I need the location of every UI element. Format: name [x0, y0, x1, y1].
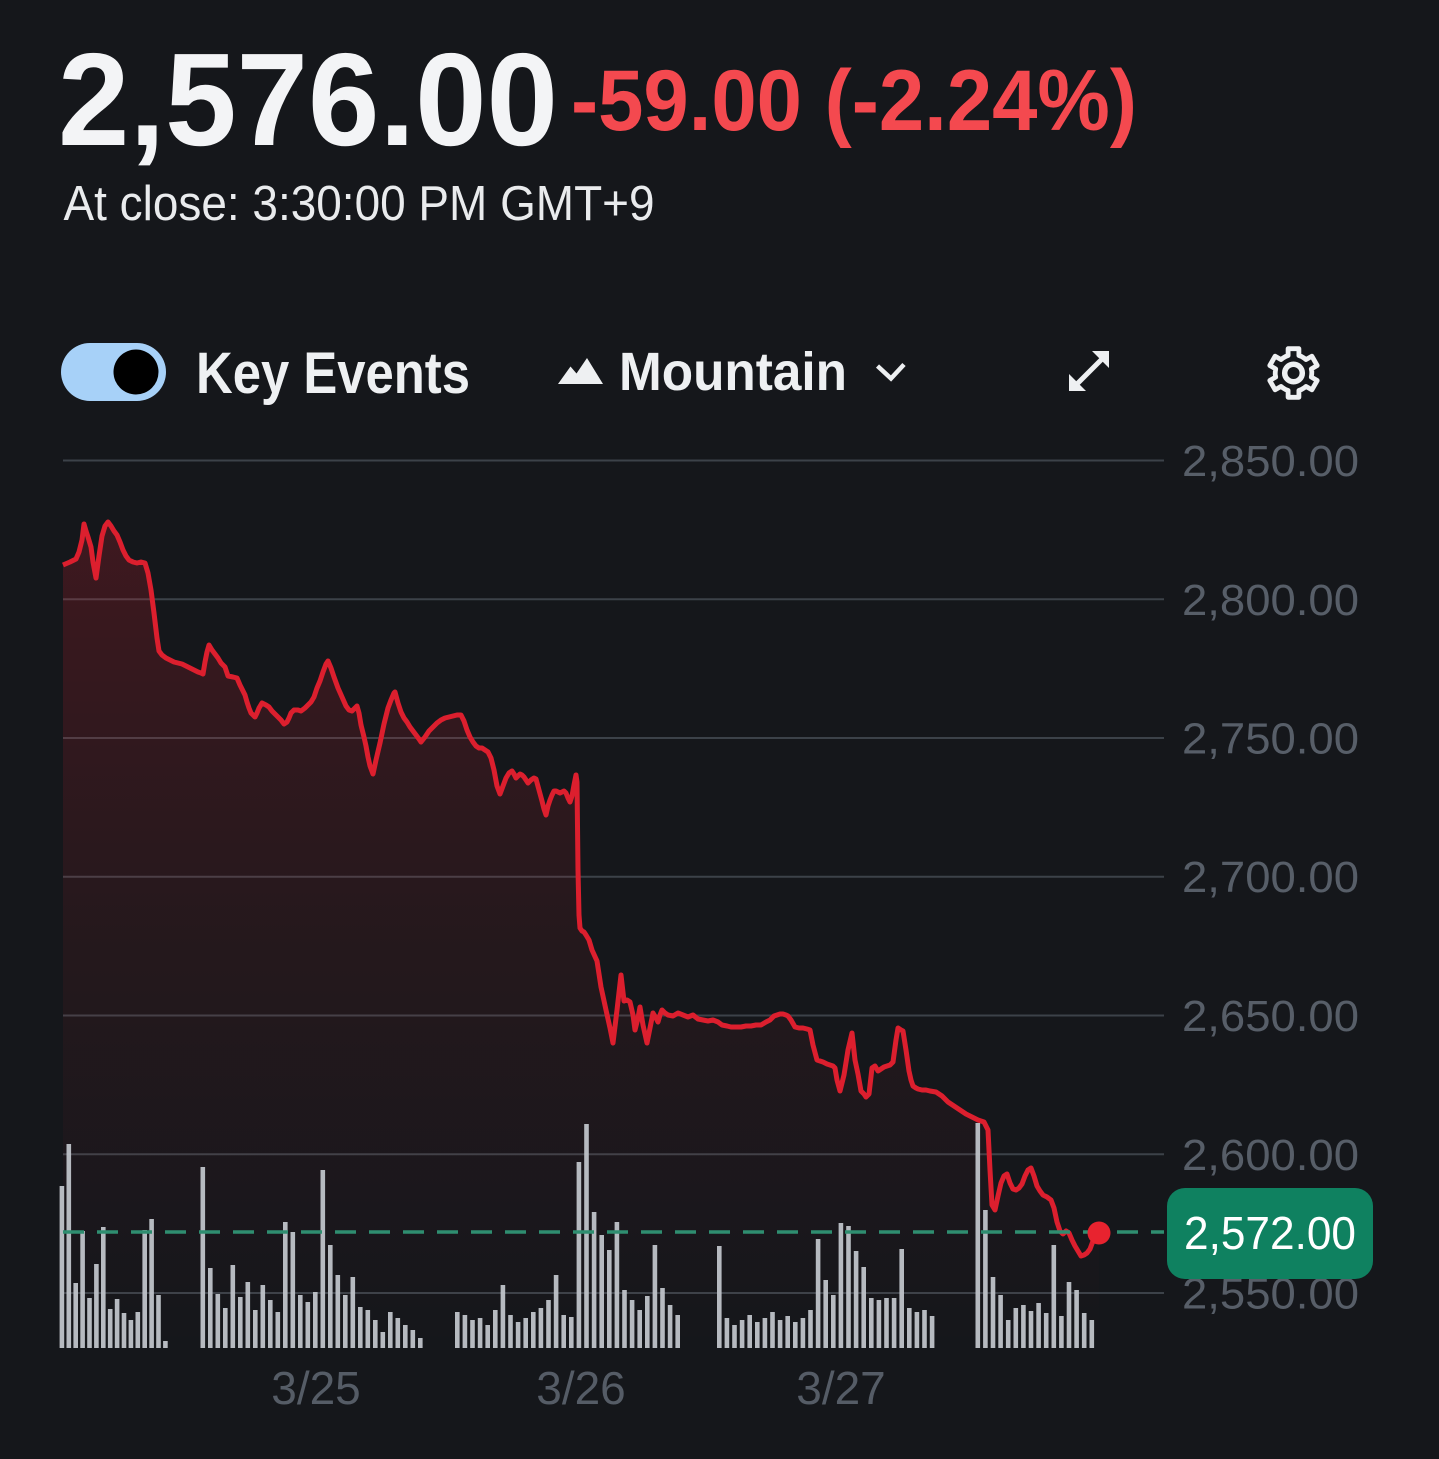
svg-text:-59.00 (-2.24%): -59.00 (-2.24%)	[571, 53, 1137, 149]
svg-text:2,600.00: 2,600.00	[1182, 1131, 1359, 1180]
svg-text:2,572.00: 2,572.00	[1184, 1207, 1356, 1259]
svg-text:2,700.00: 2,700.00	[1182, 853, 1359, 902]
svg-text:2,576.00: 2,576.00	[58, 26, 558, 173]
svg-text:3/27: 3/27	[796, 1362, 886, 1414]
svg-text:2,750.00: 2,750.00	[1182, 715, 1359, 764]
svg-text:At close: 3:30:00 PM GMT+9: At close: 3:30:00 PM GMT+9	[64, 177, 655, 231]
svg-text:3/25: 3/25	[271, 1362, 361, 1414]
svg-text:2,850.00: 2,850.00	[1182, 437, 1359, 486]
svg-text:Key Events: Key Events	[196, 341, 470, 406]
svg-text:Mountain: Mountain	[619, 342, 847, 402]
svg-text:2,800.00: 2,800.00	[1182, 576, 1359, 625]
svg-text:3/26: 3/26	[536, 1362, 626, 1414]
svg-text:2,650.00: 2,650.00	[1182, 992, 1359, 1041]
